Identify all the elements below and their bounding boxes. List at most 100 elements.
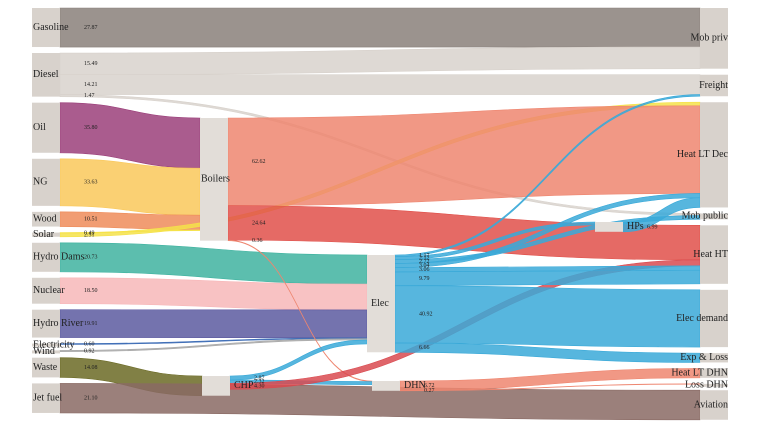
nodes	[32, 8, 728, 420]
link	[59, 74, 701, 95]
link	[394, 285, 701, 348]
node-label: Heat HT	[693, 249, 728, 260]
node	[700, 225, 728, 284]
node-label: Waste	[33, 362, 58, 373]
link	[59, 102, 201, 169]
node	[700, 383, 728, 387]
link-value-label: 1.47	[84, 93, 95, 99]
node-label: Hydro Dams	[33, 252, 84, 263]
node	[700, 353, 728, 363]
link-value-label: 3.04	[419, 263, 430, 269]
node	[700, 74, 728, 97]
link-value-label: 10.51	[84, 217, 98, 223]
node	[32, 277, 60, 304]
node-label: Heat LT Dec	[677, 149, 729, 160]
node-label: Solar	[33, 229, 55, 240]
link-value-label: 9.79	[419, 276, 430, 282]
link-value-label: 18.50	[84, 288, 98, 294]
node-label: Freight	[699, 80, 728, 91]
node	[32, 242, 60, 272]
node-label: Aviation	[694, 399, 728, 410]
node	[32, 211, 60, 227]
link	[394, 269, 701, 286]
link-value-label: 2.72	[419, 259, 430, 265]
node	[700, 368, 728, 378]
link-value-label: 14.21	[84, 82, 98, 88]
link-value-label: 0.36	[252, 238, 263, 244]
node-label: CHP	[234, 380, 254, 391]
node-label: Wood	[33, 214, 57, 225]
link-value-label: 21.10	[84, 396, 98, 402]
node-label: Heat LT DHN	[671, 367, 728, 378]
node-label: Nuclear	[33, 285, 65, 296]
node-label: Hydro River	[33, 318, 84, 329]
node-label: Boilers	[201, 174, 230, 185]
link	[622, 197, 701, 233]
link-value-label: 1.17	[419, 253, 430, 259]
node	[32, 383, 60, 413]
links	[59, 7, 701, 421]
node	[32, 102, 60, 153]
link-value-label: 14.08	[84, 365, 98, 371]
node-label: NG	[33, 177, 47, 188]
link-value-label: 62.62	[252, 159, 266, 165]
node	[700, 102, 728, 208]
node	[32, 309, 60, 338]
node	[32, 53, 60, 97]
link-value-label: 3.06	[419, 267, 430, 273]
link	[59, 7, 701, 48]
link	[59, 309, 368, 339]
node	[32, 343, 60, 347]
node	[32, 8, 60, 48]
link-value-label: 20.73	[84, 255, 98, 261]
node-label: Electricity	[33, 339, 75, 350]
node-label: Mob public	[682, 211, 729, 222]
node-label: Jet fuel	[33, 392, 62, 403]
node-label: Loss DHN	[685, 380, 728, 391]
link-value-label: 2.12	[419, 255, 430, 261]
link-value-label: 33.63	[84, 180, 98, 186]
link-value-label: 24.64	[252, 220, 266, 226]
node	[700, 8, 728, 69]
node	[202, 376, 230, 396]
labels: 27.8715.4914.211.4735.8033.6310.510.492.…	[33, 22, 729, 410]
node	[372, 381, 400, 391]
link-value-label: 2.51	[84, 232, 95, 238]
link-value-label: 0.49	[84, 230, 95, 236]
node-label: Elec demand	[676, 313, 728, 324]
link	[59, 46, 701, 76]
link-value-label: 27.87	[84, 25, 98, 31]
node	[595, 222, 623, 232]
node	[32, 357, 60, 378]
node-label: HPs	[627, 221, 644, 232]
link-value-label: 15.49	[84, 61, 98, 67]
link-value-label: 0.27	[424, 388, 435, 394]
link-value-label: 0.92	[84, 348, 95, 354]
node-label: Elec	[371, 298, 389, 309]
node-label: DHN	[404, 380, 426, 391]
node-label: Wind	[33, 346, 55, 357]
link	[227, 105, 701, 206]
link-value-label: 6.99	[647, 224, 658, 230]
node	[32, 232, 60, 237]
link-value-label: 19.91	[84, 321, 98, 327]
link-value-label: 6.72	[424, 383, 435, 389]
node	[200, 118, 228, 241]
node	[700, 213, 728, 220]
link-value-label: 40.92	[419, 312, 433, 318]
link-value-label: 0.60	[84, 341, 95, 347]
node	[32, 158, 60, 206]
node-label: Mob priv	[691, 33, 729, 44]
link-value-label: 35.80	[84, 125, 98, 131]
link-value-label: 2.87	[254, 375, 265, 381]
node	[700, 289, 728, 348]
link-value-label: 4.30	[254, 384, 265, 390]
node	[700, 390, 728, 420]
node-label: Diesel	[33, 69, 59, 80]
node-label: Gasoline	[33, 22, 69, 33]
link-value-label: 6.66	[419, 345, 430, 351]
node-label: Oil	[33, 122, 46, 133]
link-value-label: 2.32	[254, 379, 265, 385]
node	[32, 350, 60, 354]
